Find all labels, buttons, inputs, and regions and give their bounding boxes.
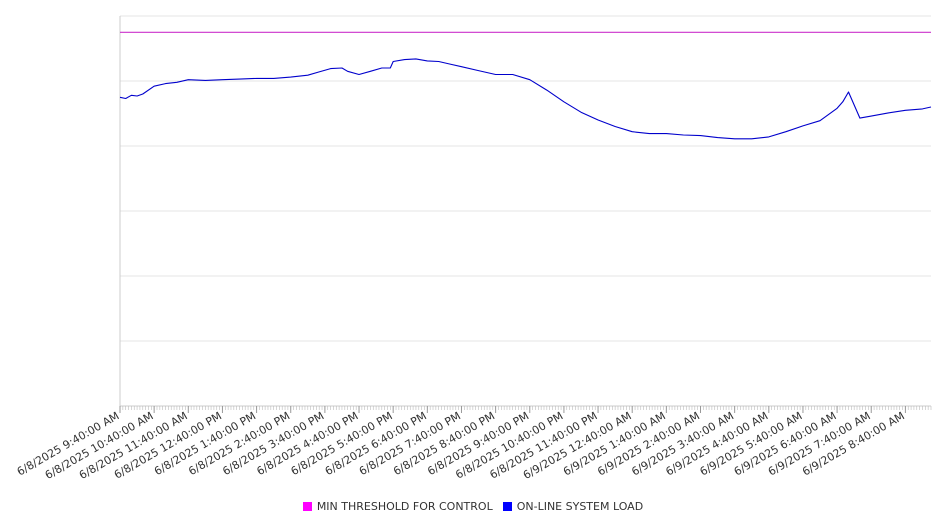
gridlines [120, 15, 931, 407]
x-axis-ticks: 6/8/2025 9:40:00 AM6/8/2025 10:40:00 AM6… [15, 406, 907, 482]
legend: MIN THRESHOLD FOR CONTROL ON-LINE SYSTEM… [0, 498, 946, 514]
x-minor-ticks [119, 406, 932, 410]
legend-item-min-threshold[interactable]: MIN THRESHOLD FOR CONTROL [302, 499, 493, 513]
line-chart: 6/8/2025 9:40:00 AM6/8/2025 10:40:00 AM6… [15, 15, 932, 482]
legend-item-system-load[interactable]: ON-LINE SYSTEM LOAD [502, 499, 644, 513]
legend-label-min-threshold: MIN THRESHOLD FOR CONTROL [316, 499, 493, 513]
legend-label-system-load: ON-LINE SYSTEM LOAD [516, 499, 644, 513]
legend-swatch-min-threshold [302, 501, 312, 511]
axes [119, 16, 932, 410]
series-layer [119, 31, 932, 140]
series-line-1 [119, 58, 932, 140]
legend-swatch-system-load [502, 501, 512, 511]
